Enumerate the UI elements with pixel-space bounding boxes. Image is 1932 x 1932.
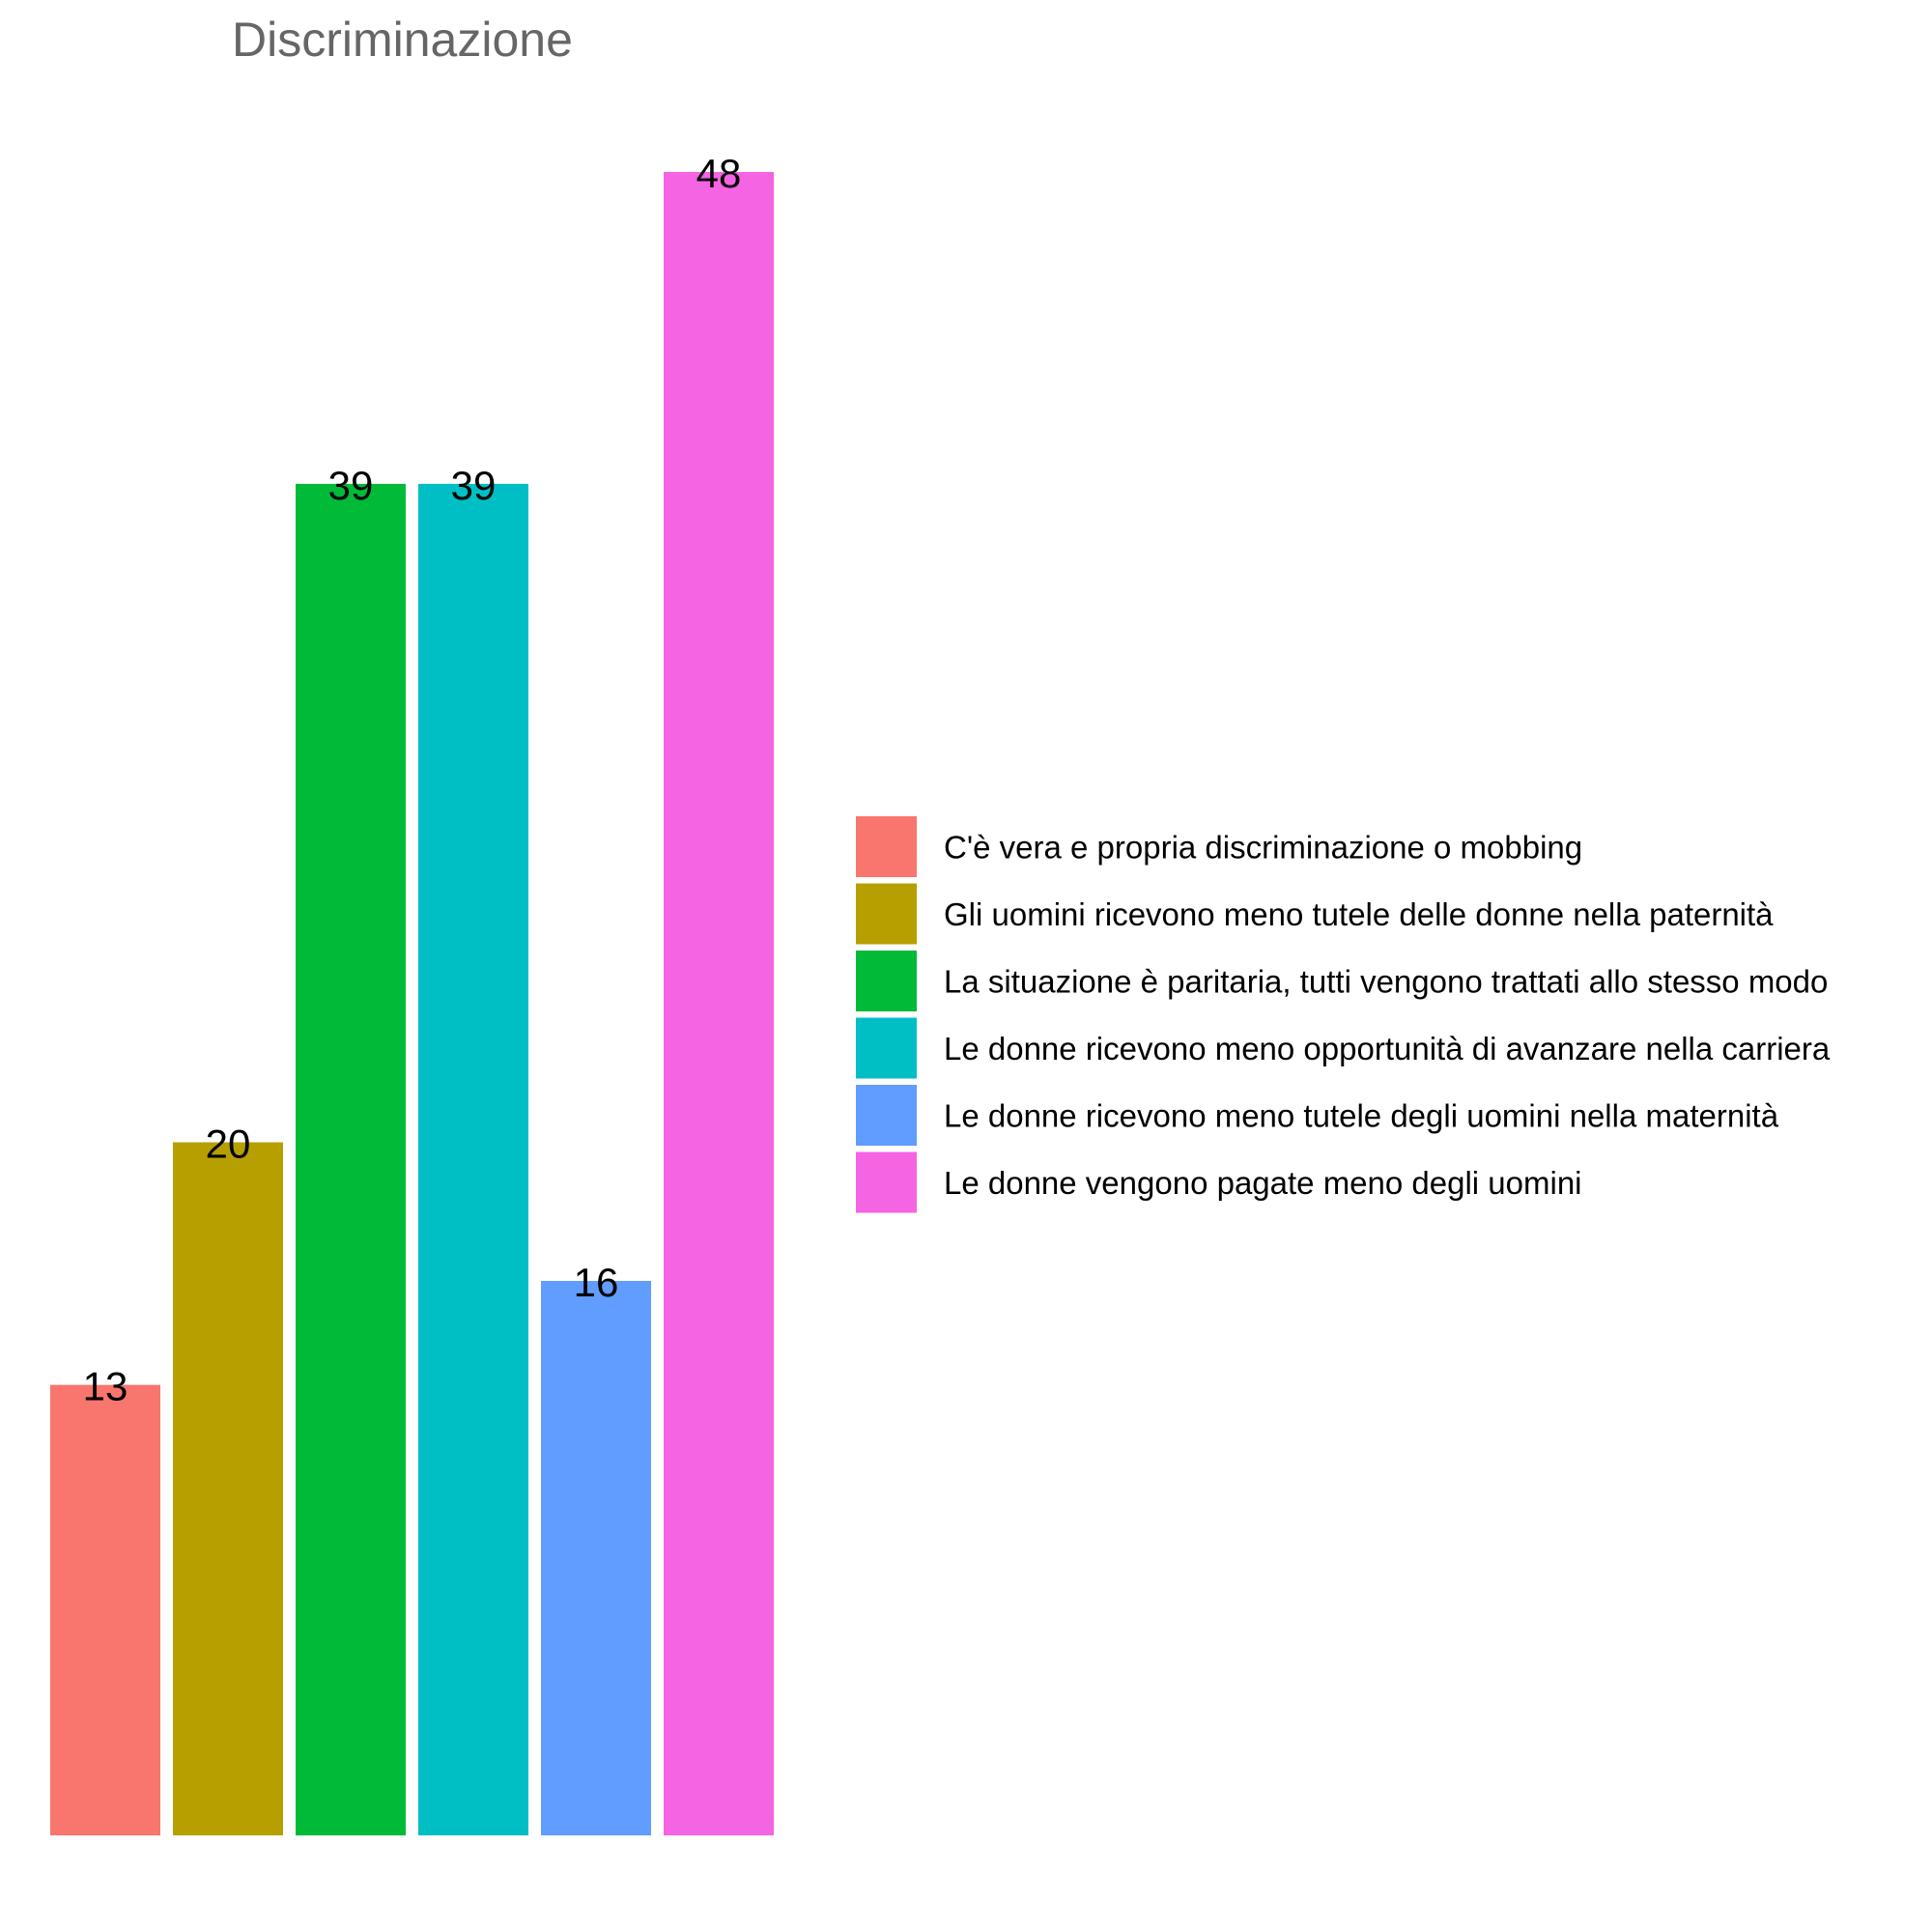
bar-3 bbox=[296, 483, 406, 1835]
bar-6 bbox=[664, 172, 774, 1835]
legend: C'è vera e propria discriminazione o mob… bbox=[856, 816, 1831, 1213]
bar-1 bbox=[50, 1384, 160, 1835]
legend-key-2 bbox=[856, 883, 917, 945]
bar-value-label-6: 48 bbox=[696, 151, 742, 196]
bar-5 bbox=[541, 1281, 651, 1835]
bar-value-label-3: 39 bbox=[328, 463, 374, 508]
bar-value-label-2: 20 bbox=[206, 1122, 251, 1167]
bar-value-labels: 13 20 39 39 16 48 bbox=[83, 151, 742, 1409]
bar-value-label-4: 39 bbox=[451, 463, 497, 508]
legend-key-3 bbox=[856, 951, 917, 1011]
legend-key-6 bbox=[856, 1151, 917, 1213]
legend-label-1: C'è vera e propria discriminazione o mob… bbox=[944, 830, 1582, 866]
legend-label-5: Le donne ricevono meno tutele degli uomi… bbox=[944, 1098, 1779, 1134]
bar-4 bbox=[418, 483, 528, 1835]
legend-key-4 bbox=[856, 1017, 917, 1079]
legend-label-3: La situazione è paritaria, tutti vengono… bbox=[944, 964, 1828, 1000]
bar-value-label-1: 13 bbox=[83, 1364, 128, 1409]
bar-value-label-5: 16 bbox=[574, 1260, 619, 1305]
legend-label-2: Gli uomini ricevono meno tutele delle do… bbox=[944, 896, 1774, 932]
legend-key-5 bbox=[856, 1085, 917, 1146]
legend-key-1 bbox=[856, 816, 917, 877]
bars bbox=[50, 172, 774, 1835]
bar-2 bbox=[173, 1142, 283, 1835]
legend-label-6: Le donne vengono pagate meno degli uomin… bbox=[944, 1165, 1582, 1201]
legend-label-4: Le donne ricevono meno opportunità di av… bbox=[944, 1031, 1831, 1066]
chart-title: Discriminazione bbox=[232, 13, 573, 67]
